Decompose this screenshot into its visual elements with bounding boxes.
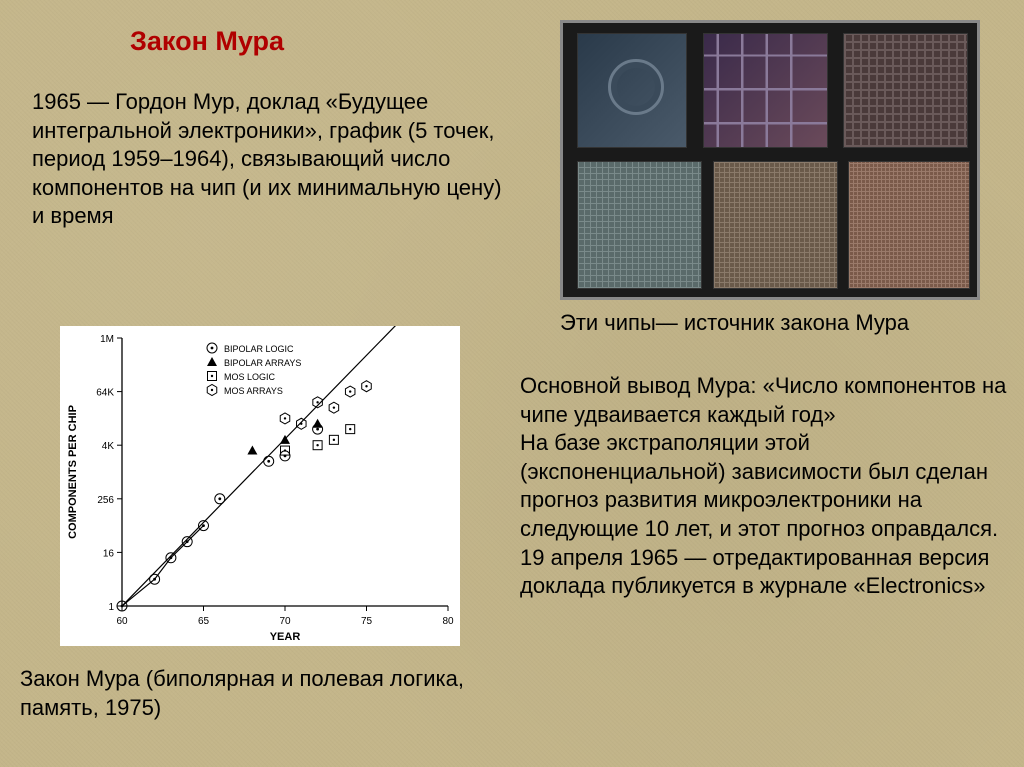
chart-caption: Закон Мура (биполярная и полевая логика,…: [20, 665, 500, 722]
intro-text: 1965 — Гордон Мур, доклад «Будущее интег…: [32, 88, 502, 231]
body-text: Основной вывод Мура: «Число компонентов …: [520, 372, 1010, 601]
page-title: Закон Мура: [130, 26, 284, 57]
svg-text:COMPONENTS PER CHIP: COMPONENTS PER CHIP: [67, 405, 79, 539]
svg-text:80: 80: [442, 616, 454, 627]
svg-text:65: 65: [198, 616, 210, 627]
svg-text:BIPOLAR LOGIC: BIPOLAR LOGIC: [224, 344, 294, 354]
svg-text:64K: 64K: [96, 388, 114, 399]
svg-text:16: 16: [103, 548, 115, 559]
svg-text:4K: 4K: [102, 441, 115, 452]
svg-text:MOS ARRAYS: MOS ARRAYS: [224, 386, 283, 396]
svg-text:75: 75: [361, 616, 373, 627]
chip-die-2: [703, 33, 828, 148]
svg-text:256: 256: [97, 495, 114, 506]
moore-chart: 60 65 70 75 80 YEAR 1 16 256 4K 64K 1M COMPONENTS PE…: [60, 326, 460, 646]
svg-text:MOS LOGIC: MOS LOGIC: [224, 372, 276, 382]
svg-text:1M: 1M: [100, 334, 114, 345]
svg-text:1: 1: [108, 602, 114, 613]
chip-die-1: [577, 33, 687, 148]
chip-photo: [560, 20, 980, 300]
chip-caption: Эти чипы— источник закона Мура: [560, 310, 990, 336]
svg-text:70: 70: [279, 616, 291, 627]
svg-text:60: 60: [116, 616, 128, 627]
chip-die-3: [843, 33, 968, 148]
chip-die-6: [848, 161, 970, 289]
svg-text:YEAR: YEAR: [270, 631, 301, 643]
chip-die-5: [713, 161, 838, 289]
svg-text:BIPOLAR ARRAYS: BIPOLAR ARRAYS: [224, 358, 301, 368]
chip-die-4: [577, 161, 702, 289]
